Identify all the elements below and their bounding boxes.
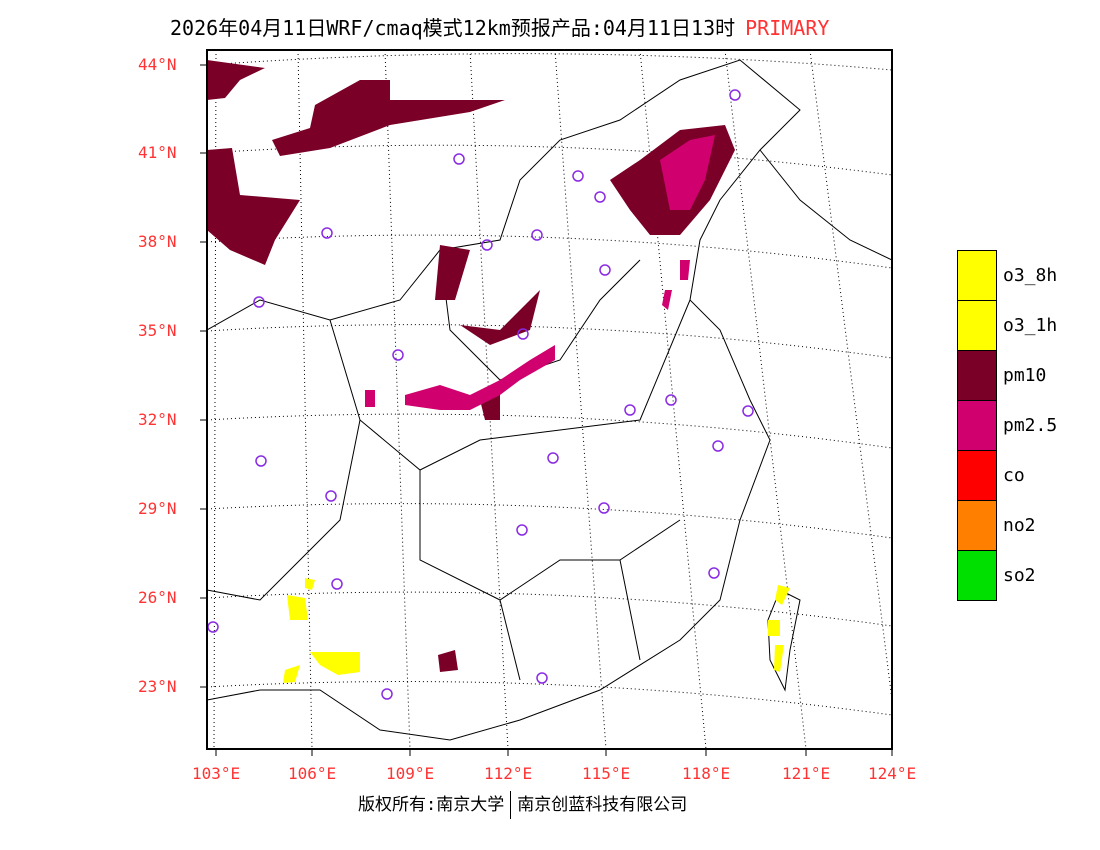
station-marker bbox=[516, 524, 528, 536]
station-marker bbox=[531, 229, 543, 241]
station-marker bbox=[572, 170, 584, 182]
station-marker bbox=[708, 567, 720, 579]
footer-divider bbox=[510, 791, 512, 819]
legend-item: so2 bbox=[957, 549, 1057, 601]
legend-swatch bbox=[957, 500, 997, 550]
legend-swatch bbox=[957, 350, 997, 400]
station-marker bbox=[255, 455, 267, 467]
station-marker bbox=[624, 404, 636, 416]
legend-swatch bbox=[957, 300, 997, 350]
pollutant-label: PRIMARY bbox=[745, 16, 830, 40]
station-marker bbox=[381, 688, 393, 700]
lon-label: 112°E bbox=[484, 764, 533, 783]
legend-item: o3_1h bbox=[957, 300, 1057, 350]
station-marker bbox=[665, 394, 677, 406]
map-title: 2026年04月11日WRF/cmaq模式12km预报产品:04月11日13时 P… bbox=[170, 12, 829, 41]
station-marker bbox=[536, 672, 548, 684]
map-frame bbox=[206, 49, 893, 750]
station-marker bbox=[325, 490, 337, 502]
lat-label: 32°N bbox=[138, 410, 177, 429]
station-marker bbox=[321, 227, 333, 239]
copyright-footer: 版权所有:南京大学 南京创蓝科技有限公司 bbox=[358, 790, 687, 819]
station-marker bbox=[598, 502, 610, 514]
lon-label: 109°E bbox=[386, 764, 435, 783]
lat-label: 44°N bbox=[138, 55, 177, 74]
legend-label: co bbox=[1003, 464, 1025, 486]
lon-label: 118°E bbox=[682, 764, 731, 783]
lon-label: 115°E bbox=[582, 764, 631, 783]
legend-item: pm10 bbox=[957, 350, 1057, 400]
station-marker bbox=[594, 191, 606, 203]
station-marker bbox=[712, 440, 724, 452]
legend-label: pm2.5 bbox=[1003, 414, 1058, 436]
pm10-areas bbox=[207, 60, 735, 672]
graticule bbox=[207, 50, 892, 749]
legend-item: no2 bbox=[957, 500, 1057, 550]
pm25-areas bbox=[365, 135, 715, 410]
title-text: 2026年04月11日WRF/cmaq模式12km预报产品:04月11日13时 bbox=[170, 16, 736, 40]
lat-label: 41°N bbox=[138, 143, 177, 162]
copyright-right: 南京创蓝科技有限公司 bbox=[517, 795, 688, 815]
station-marker bbox=[599, 264, 611, 276]
axis-ticks bbox=[200, 64, 893, 756]
legend: o3_8h o3_1h pm10 pm2.5 co no2 so2 bbox=[957, 250, 1057, 601]
lon-label: 106°E bbox=[288, 764, 337, 783]
station-marker bbox=[742, 405, 754, 417]
legend-swatch bbox=[957, 549, 997, 601]
station-marker bbox=[392, 349, 404, 361]
station-marker bbox=[481, 239, 493, 251]
province-borders bbox=[207, 59, 892, 741]
station-marker bbox=[207, 621, 219, 633]
lat-label: 38°N bbox=[138, 232, 177, 251]
station-marker bbox=[729, 89, 741, 101]
legend-item: pm2.5 bbox=[957, 400, 1057, 450]
lat-label: 29°N bbox=[138, 499, 177, 518]
lat-label: 23°N bbox=[138, 677, 177, 696]
legend-label: so2 bbox=[1003, 564, 1036, 586]
station-markers bbox=[207, 89, 754, 700]
map-content bbox=[207, 50, 892, 749]
lon-label: 103°E bbox=[192, 764, 241, 783]
legend-label: o3_1h bbox=[1003, 314, 1058, 336]
station-marker bbox=[453, 153, 465, 165]
station-marker bbox=[331, 578, 343, 590]
station-marker bbox=[253, 296, 265, 308]
legend-swatch bbox=[957, 400, 997, 450]
legend-swatch bbox=[957, 250, 997, 300]
legend-label: no2 bbox=[1003, 514, 1036, 536]
lat-label: 35°N bbox=[138, 321, 177, 340]
legend-label: pm10 bbox=[1003, 364, 1047, 386]
legend-swatch bbox=[957, 450, 997, 500]
lat-label: 26°N bbox=[138, 588, 177, 607]
legend-item: co bbox=[957, 450, 1057, 500]
lon-label: 124°E bbox=[868, 764, 917, 783]
copyright-left: 版权所有:南京大学 bbox=[358, 795, 505, 815]
lon-label: 121°E bbox=[782, 764, 831, 783]
station-marker bbox=[547, 452, 559, 464]
legend-label: o3_8h bbox=[1003, 264, 1058, 286]
station-marker bbox=[517, 328, 529, 340]
o3-areas bbox=[283, 578, 790, 683]
legend-item: o3_8h bbox=[957, 250, 1057, 300]
